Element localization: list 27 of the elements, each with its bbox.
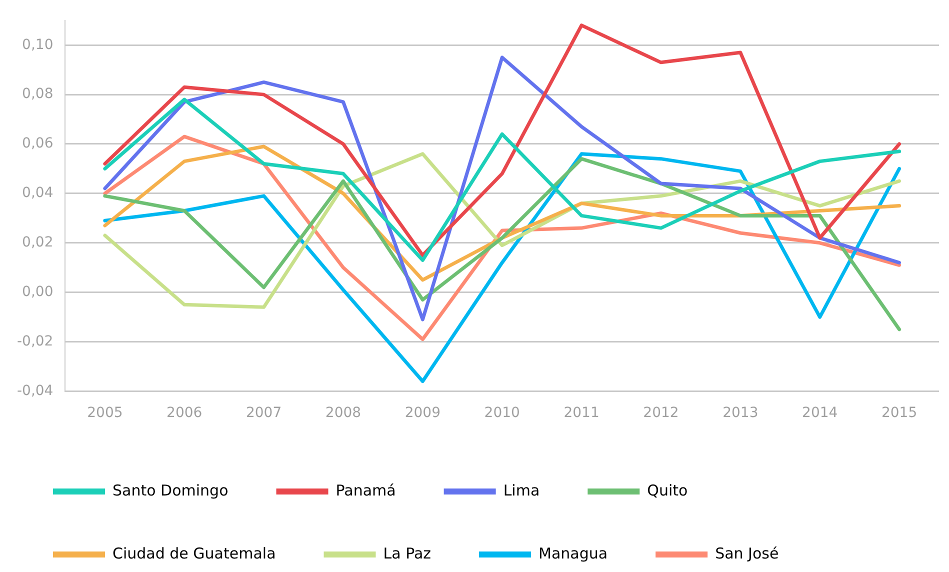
legend-label: San José [715,544,779,562]
x-tick-label: 2013 [722,405,758,422]
x-tick-label: 2005 [87,405,123,422]
x-tick-label: 2014 [802,405,838,422]
legend-label: Quito [647,481,688,500]
y-tick-label: 0,02 [22,234,54,251]
x-tick-label: 2008 [325,405,362,422]
legend-label: Lima [503,481,540,500]
x-tick-label: 2012 [643,405,679,422]
y-tick-label: 0,10 [22,36,54,53]
y-tick-label: 0,00 [22,284,54,300]
y-tick-label: 0,04 [22,185,54,202]
legend-label: Santo Domingo [112,481,228,500]
legend-label: Managua [538,544,608,562]
y-tick-label: 0,08 [22,86,54,102]
x-tick-label: 2007 [246,405,282,422]
y-tick-label: 0,06 [22,136,54,152]
legend-label: La Paz [383,544,432,562]
x-tick-label: 2011 [564,405,600,422]
x-tick-label: 2015 [881,405,918,422]
x-tick-label: 2010 [484,405,520,422]
x-tick-label: 2009 [404,405,440,422]
legend-label: Panamá [336,481,396,500]
x-tick-label: 2006 [166,405,202,422]
y-tick-label: -0,02 [16,333,54,350]
legend-label: Ciudad de Guatemala [112,544,276,562]
y-tick-label: -0,04 [16,382,54,399]
